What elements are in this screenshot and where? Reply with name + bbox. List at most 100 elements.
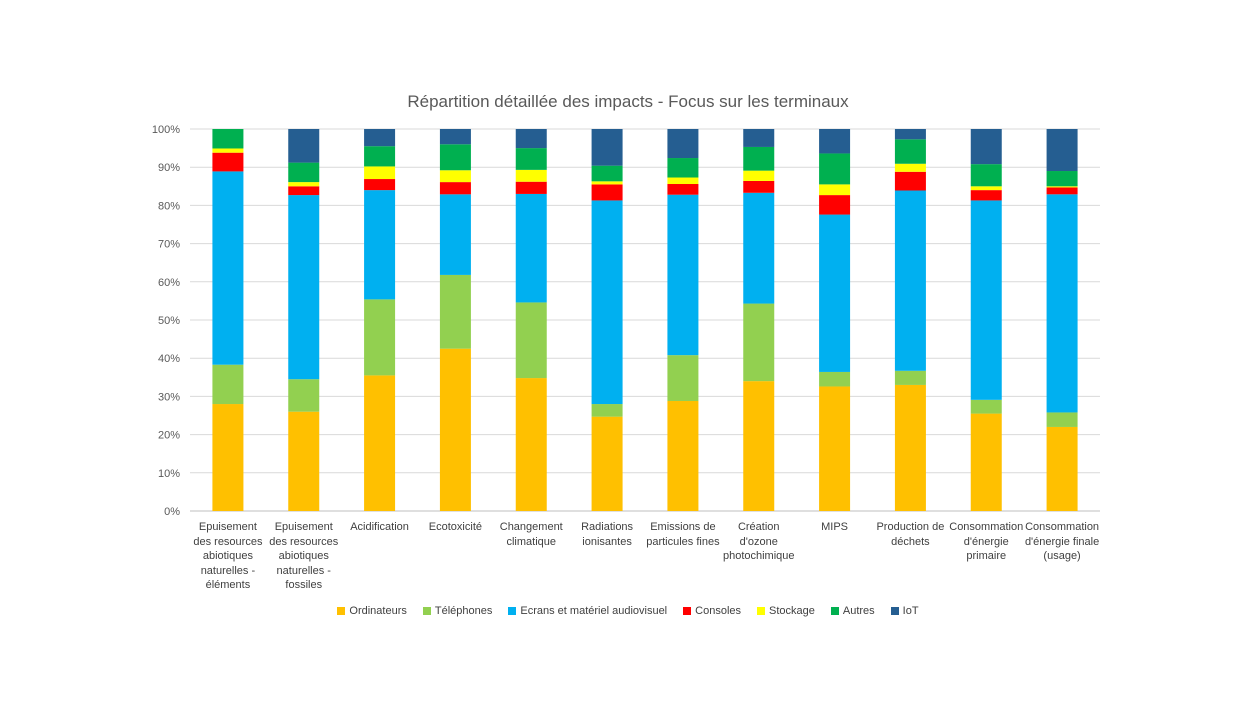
bar-segment <box>819 153 851 185</box>
bar-segment <box>970 399 1002 414</box>
bar-segment <box>288 379 320 412</box>
bar-segment <box>667 129 699 159</box>
bar-segment <box>364 299 396 376</box>
x-tick-label-line: climatique <box>506 535 557 548</box>
bar-segment <box>439 182 471 195</box>
bar-segment <box>894 171 926 191</box>
y-tick-label: 70% <box>158 239 180 251</box>
bar-segment <box>212 171 244 365</box>
legend-label: IoT <box>902 605 919 617</box>
legend-label: Consoles <box>695 605 741 617</box>
bar-segment <box>364 179 396 191</box>
x-tick-label-line: d'ozone <box>739 535 778 548</box>
x-tick-label: Création d'ozone photochimique <box>716 520 802 564</box>
bar-segment <box>515 193 547 303</box>
bar-segment <box>591 416 623 511</box>
legend-label: Ecrans et matériel audiovisuel <box>520 605 668 617</box>
bar-segment <box>894 370 926 385</box>
x-tick-label: Production de déchets <box>867 520 953 549</box>
bar-segment <box>743 180 775 193</box>
chart-title: Répartition détaillée des impacts - Focu… <box>407 92 849 111</box>
bar-segment <box>819 195 851 215</box>
bar-segment <box>515 148 547 170</box>
bar-segment <box>743 381 775 511</box>
bar-segment <box>212 364 244 405</box>
legend-swatch <box>683 607 692 615</box>
bar-segment <box>667 177 699 185</box>
bar-segment <box>591 129 623 166</box>
bar-segment <box>1046 426 1078 511</box>
x-tick-label-line: Epuisement <box>274 521 333 533</box>
legend-item: Ordinateurs <box>337 605 407 617</box>
legend-swatch <box>757 607 765 615</box>
bar-segment <box>288 162 320 183</box>
legend-item: Consoles <box>683 605 741 617</box>
legend-item: Téléphones <box>422 605 493 617</box>
legend-label: Stockage <box>769 605 815 617</box>
bar-segment <box>591 181 623 185</box>
x-tick-label: Changement climatique <box>488 520 574 549</box>
x-tick-label-line: MIPS <box>821 521 849 533</box>
x-tick-label: MIPS <box>792 520 878 535</box>
bar-segment <box>667 355 699 401</box>
legend-label: Téléphones <box>434 605 493 617</box>
x-tick-label-line: naturelles - <box>200 564 256 577</box>
x-tick-label-line: particules fines <box>646 535 720 548</box>
bar-segment <box>364 166 396 180</box>
x-tick-label: Acidification <box>337 520 423 535</box>
bar-segment <box>364 146 396 167</box>
x-tick-label-line: des resources <box>193 535 263 548</box>
bar-segment <box>288 195 320 380</box>
x-tick-label-line: d'énergie <box>963 535 1009 548</box>
bar-segment <box>439 144 471 171</box>
bar-segment <box>364 190 396 300</box>
bar-segment <box>288 129 320 163</box>
bar-segment <box>970 164 1002 187</box>
bar-segment <box>288 411 320 511</box>
x-tick-label-line: fossiles <box>285 579 323 591</box>
x-tick-label-line: abiotiques <box>202 550 253 562</box>
x-tick-label: Consommation d'énergie finale (usage) <box>1019 520 1105 564</box>
x-tick-label-line: Epuisement <box>198 521 257 533</box>
bar-segment <box>212 129 244 149</box>
x-tick-label-line: Changement <box>499 521 563 533</box>
x-tick-label: Radiations ionisantes <box>564 520 650 549</box>
y-tick-label: 30% <box>158 391 180 403</box>
bar-segment <box>819 386 851 511</box>
bar-segment <box>515 129 547 149</box>
bar-segment <box>288 182 320 187</box>
bar-segment <box>1046 171 1078 187</box>
x-tick-label: Consommation d'énergie primaire <box>943 520 1029 564</box>
bar-segment <box>439 348 471 511</box>
bar-segment <box>970 186 1002 191</box>
bar-segment <box>894 129 926 140</box>
x-tick-label-line: naturelles - <box>276 564 331 577</box>
x-tick-label: Emissions de particules fines <box>640 520 726 549</box>
x-tick-label-line: ionisantes <box>582 535 632 548</box>
y-tick-label: 60% <box>158 277 180 289</box>
bar-segment <box>212 148 244 153</box>
bar-segment <box>667 158 699 178</box>
bar-segment <box>743 129 775 147</box>
legend-item: Ecrans et matériel audiovisuel <box>508 605 667 617</box>
bar-segment <box>515 302 547 379</box>
y-tick-label: 50% <box>158 315 180 327</box>
bar-segment <box>212 152 244 172</box>
bar-segment <box>894 384 926 511</box>
bar-segment <box>743 303 775 382</box>
legend-item: IoT <box>890 605 919 617</box>
bar-segment <box>743 146 775 171</box>
bar-segment <box>667 194 699 356</box>
bar-segment <box>1046 129 1078 172</box>
bar-segment <box>819 129 851 154</box>
y-tick-label: 100% <box>152 124 180 136</box>
bar-segment <box>743 192 775 304</box>
legend-item: Stockage <box>757 605 815 617</box>
bar-segment <box>970 413 1002 511</box>
bar-segment <box>1046 187 1078 195</box>
bar-segment <box>515 169 547 182</box>
x-tick-label-line: Radiations <box>581 521 634 533</box>
y-tick-label: 20% <box>158 430 180 442</box>
bar-segment <box>515 378 547 511</box>
legend-swatch <box>508 607 517 615</box>
